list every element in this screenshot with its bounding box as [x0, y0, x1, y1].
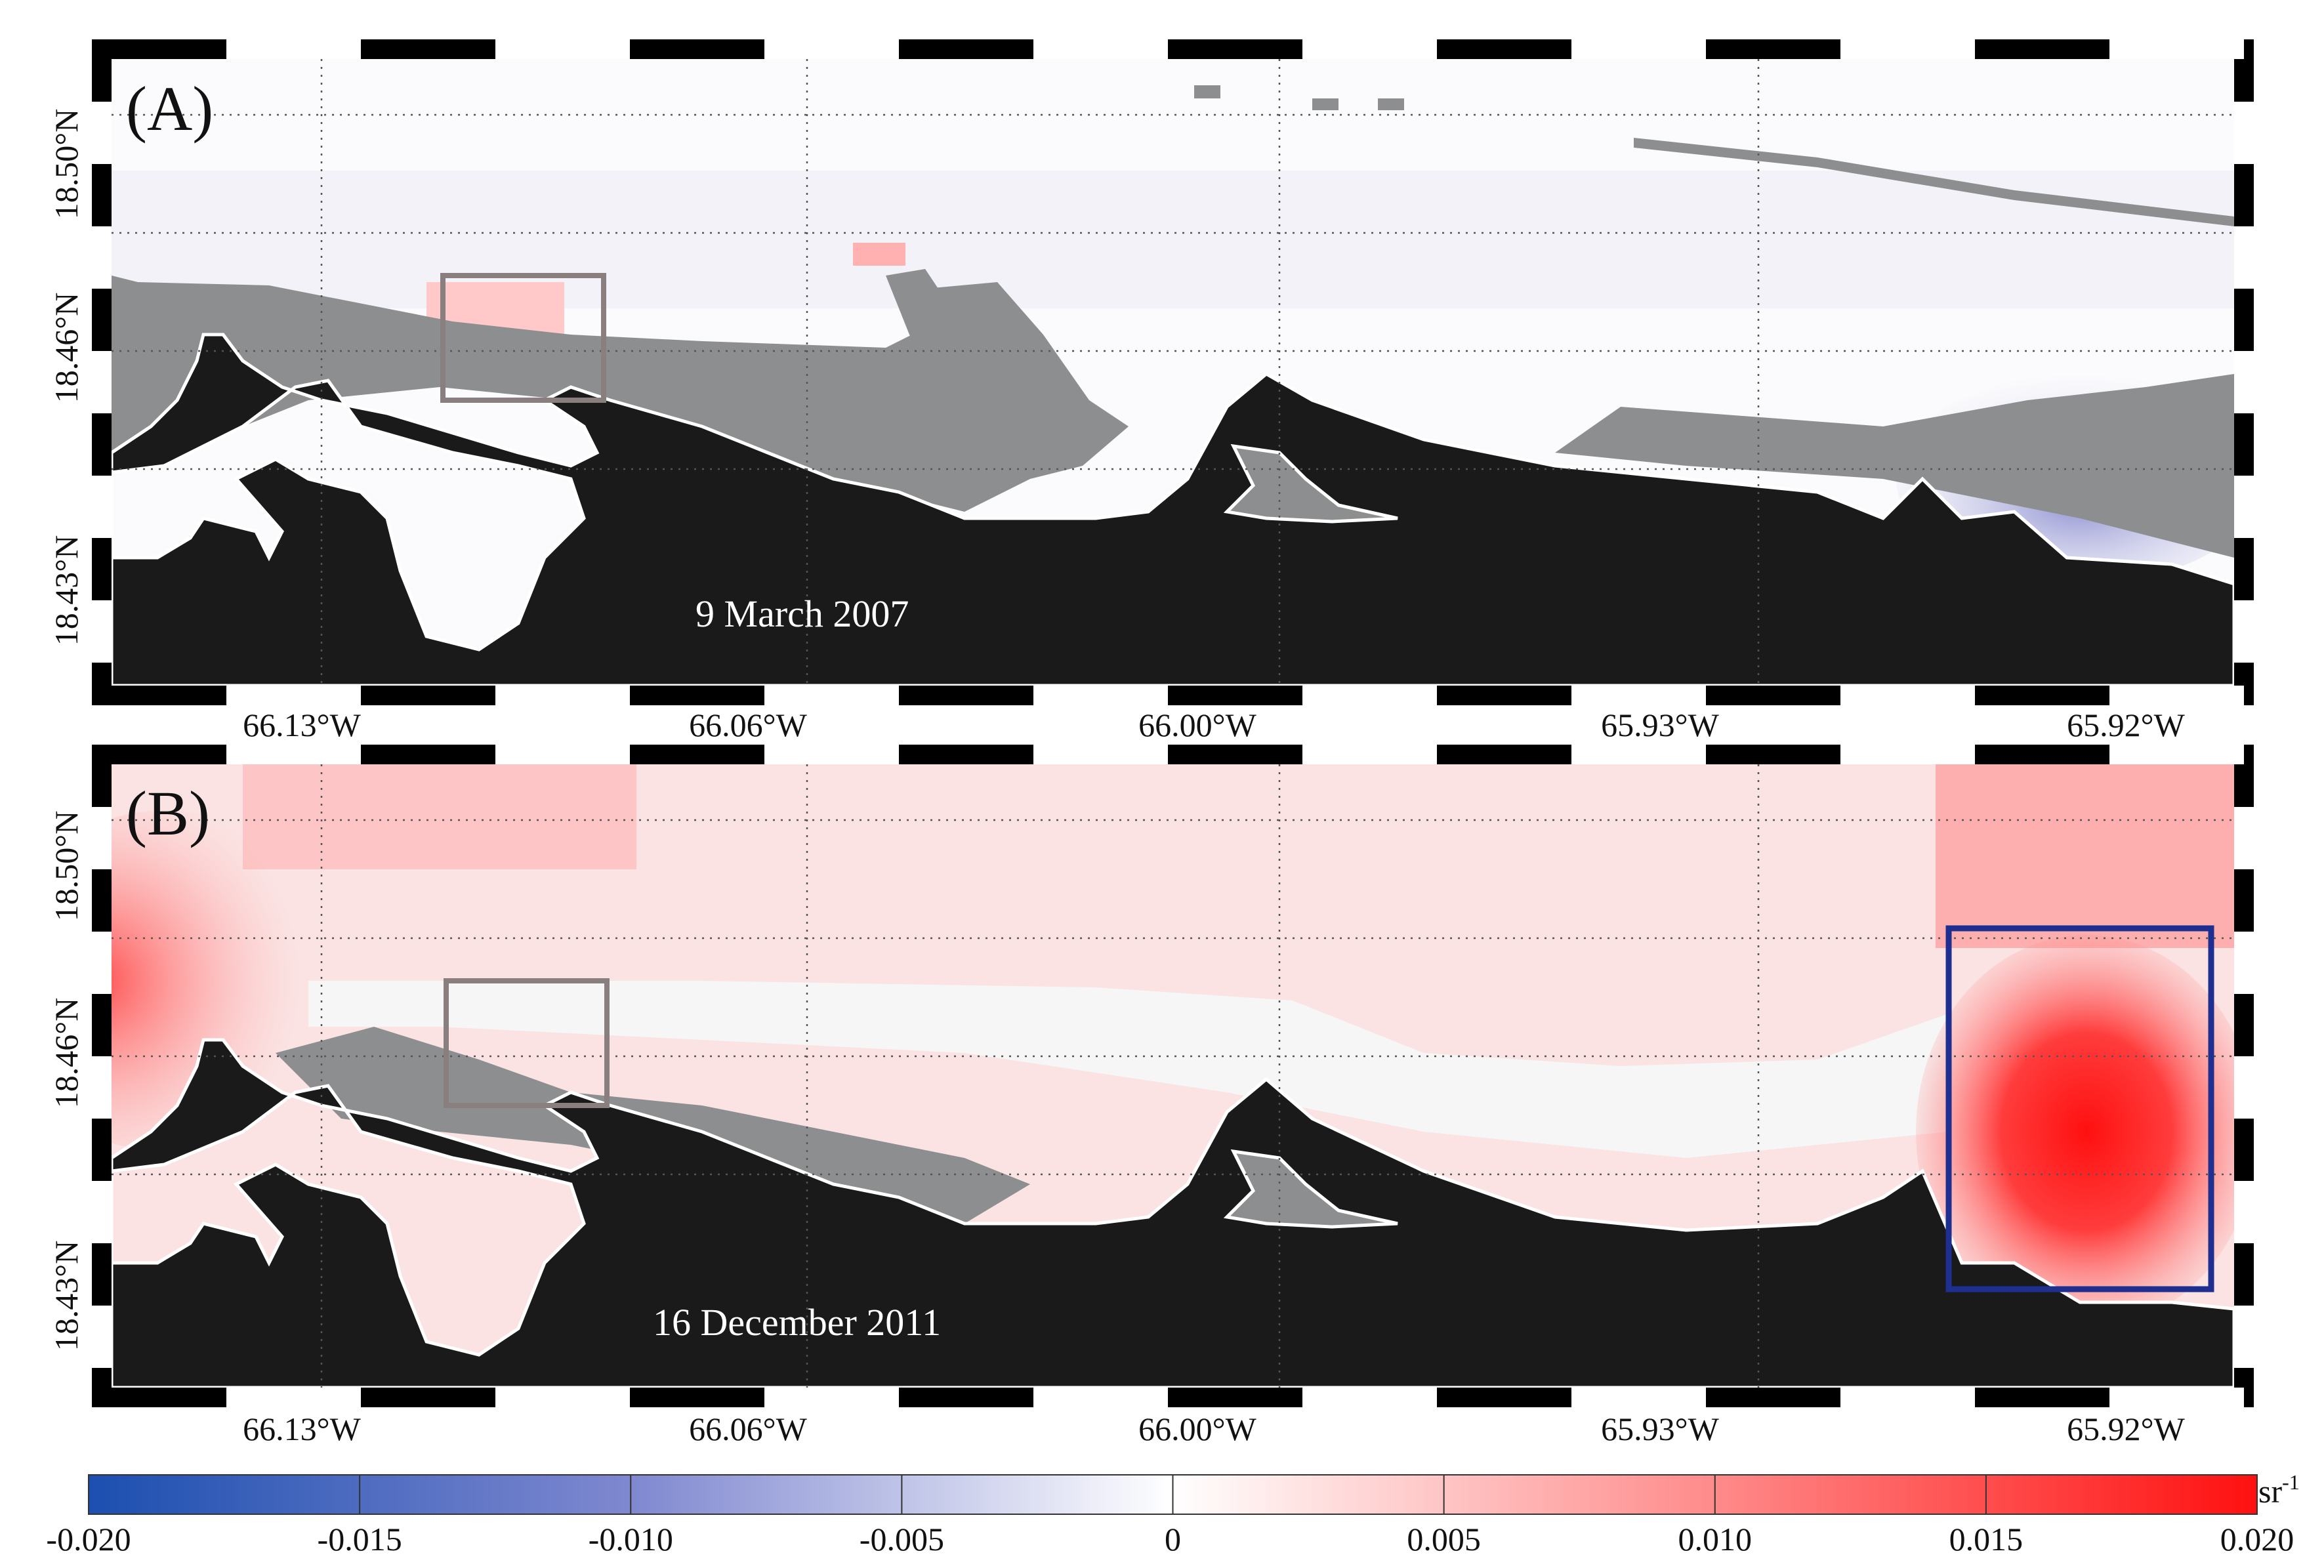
colorbar: -0.020 -0.015 -0.010 -0.005 0 0.005 0.010 0.015… [46, 1470, 2299, 1558]
panel-a-masked-nearshore [112, 276, 1129, 512]
frame-tick [226, 745, 361, 764]
frame-tick [92, 1056, 112, 1119]
frame-tick [2234, 1056, 2254, 1119]
panel-b-lat-tick-3: 18.43°N [48, 1241, 85, 1351]
panel-b-west-anomaly [112, 810, 335, 1151]
panel-b-lat-tick-2: 18.46°N [48, 998, 85, 1109]
frame-tick [226, 39, 361, 59]
colorbar-tick-label: -0.005 [860, 1521, 944, 1558]
colorbar-unit: sr-1 [2258, 1470, 2300, 1510]
panel-b-lon-tick-4: 65.93°W [1601, 1411, 1719, 1447]
frame-tick [1302, 1388, 1437, 1407]
frame-tick [1302, 686, 1437, 705]
frame-tick [2234, 102, 2254, 164]
frame-tick [764, 745, 899, 764]
frame-tick [1840, 1388, 1975, 1407]
frame-tick [2234, 476, 2254, 538]
panel-a-lon-tick-2: 66.06°W [689, 707, 807, 743]
frame-tick [92, 932, 112, 994]
frame-tick [226, 686, 361, 705]
panel-a-lat-tick-1: 18.50°N [48, 109, 85, 220]
frame-tick [226, 1388, 361, 1407]
panel-a-land [112, 333, 2234, 686]
frame-tick [92, 600, 112, 663]
frame-tick [2234, 807, 2254, 869]
colorbar-tick-label: -0.015 [318, 1521, 402, 1558]
panel-a-lon-tick-1: 66.13°W [243, 707, 361, 743]
frame-tick [92, 1306, 112, 1368]
panel-b: (B) 16 December 2011 18.50°N 18.46°N 18.… [48, 745, 2254, 1447]
frame-tick [1033, 745, 1168, 764]
frame-tick [2234, 351, 2254, 413]
frame-tick [1840, 39, 1975, 59]
frame-tick [2109, 745, 2244, 764]
frame-tick [92, 1181, 112, 1243]
panel-b-east-anomaly [1916, 935, 2234, 1329]
panel-b-label: (B) [126, 778, 210, 848]
panel-a-masked-streak [1634, 138, 2234, 226]
panel-a-lon-tick-3: 66.00°W [1138, 707, 1256, 743]
colorbar-tick-label: -0.010 [589, 1521, 673, 1558]
frame-tick [2109, 1388, 2244, 1407]
frame-tick [1302, 39, 1437, 59]
frame-tick [1571, 1388, 1706, 1407]
frame-tick [495, 1388, 630, 1407]
frame-tick [764, 686, 899, 705]
panel-a-lat-tick-3: 18.43°N [48, 535, 85, 646]
frame-tick [92, 102, 112, 164]
colorbar-tick-label: 0.010 [1678, 1521, 1753, 1558]
frame-tick [764, 1388, 899, 1407]
frame-tick [2234, 1306, 2254, 1368]
frame-tick [495, 745, 630, 764]
frame-tick [2234, 932, 2254, 994]
panel-a-lon-tick-5: 65.92°W [2067, 707, 2185, 743]
panel-b-lon-tick-2: 66.06°W [689, 1411, 807, 1447]
frame-tick [764, 39, 899, 59]
frame-tick [2234, 600, 2254, 663]
panel-b-lon-tick-3: 66.00°W [1138, 1411, 1256, 1447]
frame-tick [495, 39, 630, 59]
colorbar-tick-label: 0.015 [1949, 1521, 2023, 1558]
frame-tick [92, 226, 112, 289]
frame-tick [92, 351, 112, 413]
panel-b-date: 16 December 2011 [653, 1301, 941, 1344]
frame-tick [2109, 39, 2244, 59]
panel-a: (A) 9 March 2007 18.50°N 18.46°N 18.43°N… [48, 39, 2254, 743]
frame-tick [1571, 39, 1706, 59]
frame-tick [92, 807, 112, 869]
panel-b-graticule [112, 764, 2234, 1388]
colorbar-ticks: -0.020 -0.015 -0.010 -0.005 0 0.005 0.010 0.015… [46, 1475, 2294, 1558]
frame-tick [1033, 686, 1168, 705]
panel-b-lon-tick-5: 65.92°W [2067, 1411, 2185, 1447]
frame-tick [1571, 745, 1706, 764]
frame-tick [1033, 1388, 1168, 1407]
panel-a-frame-ticks [92, 39, 2254, 705]
frame-tick [2234, 226, 2254, 289]
frame-tick [1302, 745, 1437, 764]
frame-tick [1033, 39, 1168, 59]
panel-a-lon-tick-4: 65.93°W [1601, 707, 1719, 743]
colorbar-tick-label: 0 [1165, 1521, 1181, 1558]
panel-b-inset-box [444, 978, 610, 1108]
panel-b-highlight-box [1945, 925, 2214, 1292]
panel-b-lat-tick-1: 18.50°N [48, 811, 85, 922]
frame-tick [1840, 686, 1975, 705]
frame-tick [92, 476, 112, 538]
panel-a-lat-tick-2: 18.46°N [48, 293, 85, 403]
frame-tick [2234, 1181, 2254, 1243]
frame-tick [1840, 745, 1975, 764]
frame-tick [2109, 686, 2244, 705]
panel-a-label: (A) [126, 73, 213, 144]
colorbar-tick-label: -0.020 [46, 1521, 131, 1558]
colorbar-tick-label: 0.005 [1407, 1521, 1481, 1558]
panel-a-inset-box [440, 273, 606, 403]
frame-tick [495, 686, 630, 705]
panel-b-frame-ticks [92, 745, 2254, 1407]
frame-tick [1571, 686, 1706, 705]
panel-a-date: 9 March 2007 [695, 592, 909, 635]
panel-b-lon-tick-1: 66.13°W [243, 1411, 361, 1447]
colorbar-tick-label: 0.020 [2220, 1521, 2294, 1558]
